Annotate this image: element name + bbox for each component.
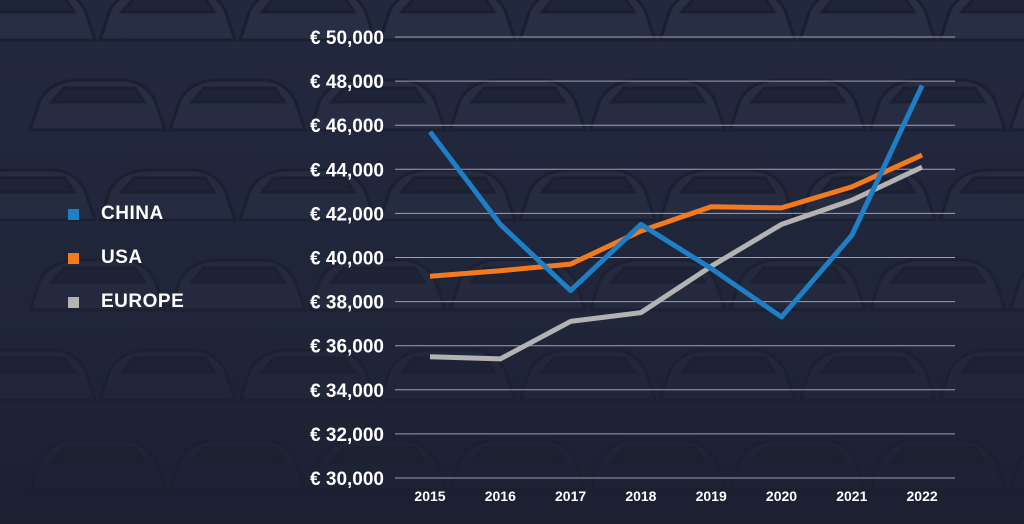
legend-label-usa: USA (101, 247, 143, 268)
y-tick-label: € 42,000 (310, 204, 384, 225)
y-tick-label: € 36,000 (310, 337, 384, 358)
series-line-china (428, 84, 925, 320)
y-tick-label: € 50,000 (310, 28, 384, 49)
legend-label-europe: EUROPE (101, 291, 185, 312)
legend: CHINA USA EUROPE (68, 192, 184, 324)
x-tick-label: 2021 (836, 488, 867, 504)
y-tick-label: € 48,000 (310, 72, 384, 93)
legend-item-usa: USA (68, 236, 184, 280)
x-tick-label: 2016 (485, 488, 516, 504)
y-tick-label: € 30,000 (310, 469, 384, 490)
legend-item-china: CHINA (68, 192, 184, 236)
y-tick-label: € 44,000 (310, 160, 384, 181)
series-line-europe (429, 164, 924, 362)
x-tick-label: 2015 (414, 488, 445, 504)
x-tick-label: 2017 (555, 488, 586, 504)
y-tick-label: € 32,000 (310, 425, 384, 446)
x-tick-label: 2018 (625, 488, 656, 504)
y-axis-ticks: € 30,000 € 32,000 € 34,000 € 36,000 € 38,000… (310, 28, 384, 490)
gridlines (395, 36, 955, 479)
y-tick-label: € 40,000 (310, 249, 384, 270)
x-tick-label: 2020 (766, 488, 797, 504)
series-line-usa (429, 152, 924, 279)
y-tick-label: € 38,000 (310, 293, 384, 314)
x-axis-ticks: 2015 2016 2017 2018 2019 2020 2021 2022 (414, 488, 937, 504)
legend-swatch-europe (68, 296, 79, 308)
legend-label-china: CHINA (101, 203, 164, 224)
y-tick-label: € 46,000 (310, 116, 384, 137)
x-tick-label: 2022 (907, 488, 938, 504)
legend-swatch-china (68, 208, 79, 220)
series-lines (428, 84, 925, 362)
x-tick-label: 2019 (696, 488, 727, 504)
legend-item-europe: EUROPE (68, 280, 184, 324)
y-tick-label: € 34,000 (310, 381, 384, 402)
legend-swatch-usa (68, 252, 79, 264)
